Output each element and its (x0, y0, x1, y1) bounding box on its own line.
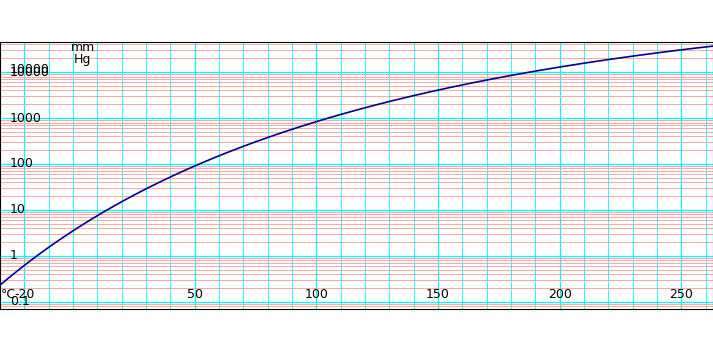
Text: 10000: 10000 (10, 63, 50, 76)
Text: 100: 100 (304, 288, 328, 301)
Text: °C: °C (1, 288, 16, 301)
Text: 10000: 10000 (10, 66, 50, 79)
Text: -20: -20 (14, 288, 34, 301)
Text: 50: 50 (187, 288, 202, 301)
Text: 150: 150 (426, 288, 450, 301)
Text: 1000: 1000 (10, 112, 41, 125)
Text: mm: mm (71, 41, 95, 54)
Text: Hg: Hg (74, 53, 91, 66)
Text: 200: 200 (548, 288, 572, 301)
Text: 250: 250 (670, 288, 693, 301)
Text: 10: 10 (10, 204, 26, 217)
Text: 1: 1 (10, 249, 18, 262)
Text: 0.1: 0.1 (10, 295, 30, 308)
Text: 100: 100 (10, 158, 34, 171)
